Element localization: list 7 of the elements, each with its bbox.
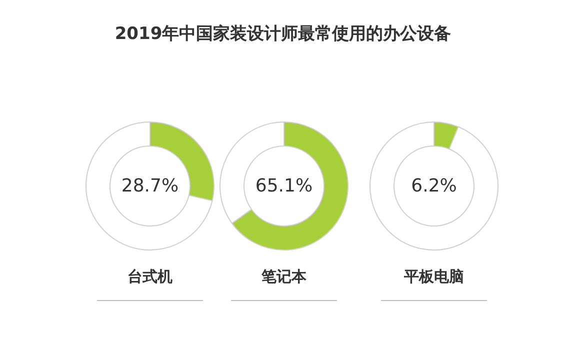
text: 65.1% [255, 176, 313, 196]
text: 6.2% [411, 176, 457, 196]
text: 28.7% [121, 176, 179, 196]
text: 笔记本 [260, 268, 308, 286]
text: 台式机 [128, 268, 172, 286]
text: 平板电脑 [403, 268, 464, 286]
text: 2019年中国家装设计师最常使用的办公设备 [114, 23, 452, 45]
